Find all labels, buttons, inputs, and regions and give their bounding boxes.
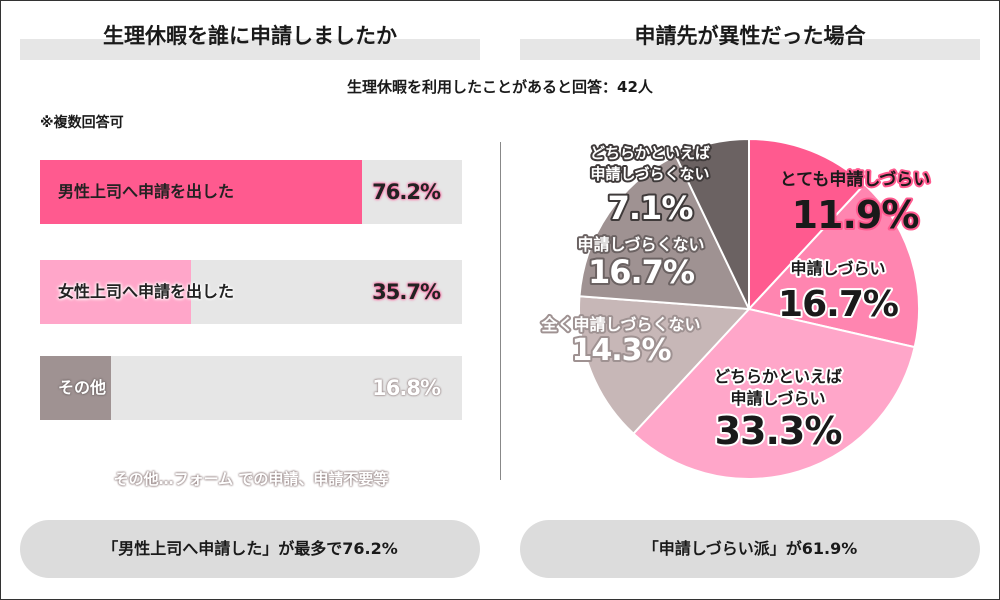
bar-value-label: 76.2% — [372, 180, 441, 204]
bar-value-label: 35.7% — [372, 280, 441, 304]
other-footnote: その他…フォーム での申請、申請不要等 — [113, 470, 389, 488]
right-summary-pill: 「申請しづらい派」が61.9% — [520, 520, 980, 578]
bar-track: 男性上司へ申請を出した 76.2% — [40, 160, 462, 224]
bar-track: その他 16.8% — [40, 356, 462, 420]
bar-category-label: 男性上司へ申請を出した — [58, 182, 235, 201]
bar-track: 女性上司へ申請を出した 35.7% — [40, 260, 462, 324]
bar-category-label: 女性上司へ申請を出した — [58, 282, 235, 301]
respondent-caption: 生理休暇を利用したことがあると回答：42人 — [347, 78, 653, 96]
bar — [40, 160, 362, 224]
left-summary-pill: 「男性上司へ申請した」が最多で76.2% — [20, 520, 480, 578]
bar — [40, 356, 111, 420]
left-panel-title: 生理休暇を誰に申請しましたか — [20, 15, 480, 60]
bar — [40, 260, 191, 324]
right-panel-title: 申請先が異性だった場合 — [520, 15, 980, 60]
panel-divider — [500, 142, 501, 480]
bar-category-label: その他 — [58, 378, 107, 397]
multiple-answer-note: ※複数回答可 — [40, 115, 124, 131]
bar-value-label: 16.8% — [372, 376, 441, 400]
